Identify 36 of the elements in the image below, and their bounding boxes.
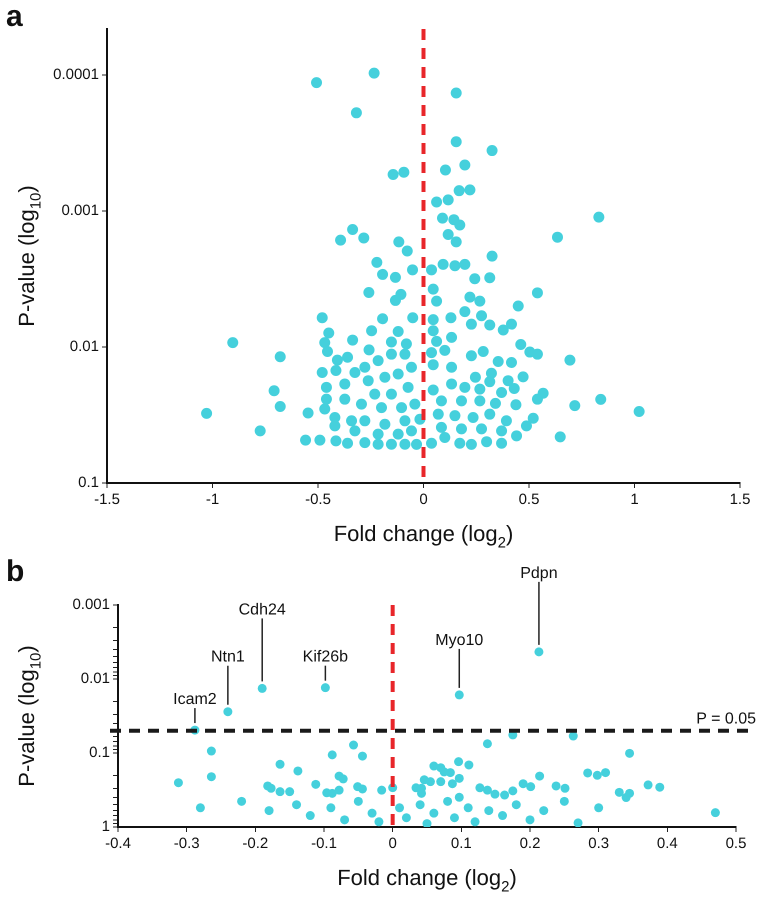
- y-tick-label: 0.001: [72, 596, 110, 614]
- x-tick-label: -0.2: [242, 835, 268, 852]
- x-tick-label: 0.4: [656, 835, 678, 852]
- x-tick-label: 0.5: [518, 491, 540, 508]
- x-tick-label: -0.3: [174, 835, 200, 852]
- annotation: Kif26b: [302, 648, 348, 666]
- x-tick-label: -0.1: [311, 835, 337, 852]
- x-tick-label: 0.1: [450, 835, 472, 852]
- chart-title: a: [6, 0, 23, 33]
- x-tick-label: 1: [630, 491, 639, 508]
- y-axis-title: P-value (log10): [14, 185, 45, 327]
- x-tick-label: -1: [206, 491, 220, 508]
- x-tick-label: 0: [388, 835, 397, 852]
- x-tick-label: -0.4: [105, 835, 131, 852]
- y-axis-title: P-value (log10): [14, 645, 45, 787]
- x-tick-label: -0.5: [305, 491, 331, 508]
- y-tick-label: 0.0001: [53, 66, 99, 84]
- x-tick-label: 0.5: [726, 835, 746, 852]
- y-tick-label: 0.1: [89, 744, 110, 762]
- x-tick-label: -1.5: [94, 491, 120, 508]
- annotation: Ntn1: [210, 648, 245, 666]
- chart-title: b: [6, 555, 24, 588]
- x-tick-label: 0: [419, 491, 428, 508]
- x-tick-label: 0.2: [520, 835, 540, 852]
- y-tick-label: 1: [102, 818, 110, 836]
- y-tick-label: 0.1: [78, 474, 99, 492]
- y-tick-label: 0.01: [80, 670, 110, 688]
- y-tick-label: 0.001: [61, 202, 99, 220]
- ref-line-label: P = 0.05: [696, 710, 756, 728]
- annotation: Cdh24: [238, 601, 286, 618]
- x-tick-label: 1.5: [730, 491, 750, 508]
- x-tick-label: 0.3: [588, 835, 610, 852]
- annotation: Pdpn: [520, 564, 558, 582]
- y-tick-label: 0.01: [70, 338, 99, 356]
- annotation: Icam2: [173, 691, 217, 708]
- annotation: Myo10: [435, 632, 484, 649]
